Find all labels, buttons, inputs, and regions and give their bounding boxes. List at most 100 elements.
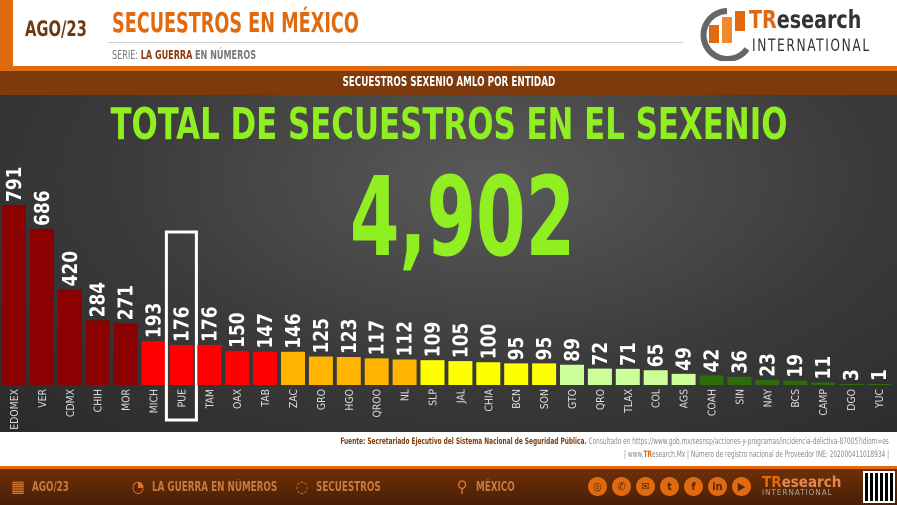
- value-label: 284: [87, 282, 110, 318]
- bar-yuc: [866, 384, 891, 385]
- bar-dgo: [839, 384, 863, 385]
- facebook-icon[interactable]: f: [684, 477, 703, 496]
- chart-area: TOTAL DE SECUESTROS EN EL SEXENIO 4,902 …: [0, 95, 897, 432]
- site-registry: esearch.Mx | Número de registro nacional…: [651, 450, 889, 460]
- value-label: 89: [562, 338, 585, 362]
- bar-chia: [476, 362, 501, 385]
- category-label: GTO: [567, 389, 579, 409]
- header-date: AGO/23: [25, 17, 87, 41]
- qr-code[interactable]: [863, 471, 895, 503]
- category-label: HGO: [344, 389, 356, 411]
- value-label: 1: [869, 369, 892, 381]
- linkedin-icon[interactable]: in: [708, 477, 727, 496]
- value-label: 23: [757, 353, 780, 377]
- total-value: 4,902: [349, 153, 576, 281]
- orange-divider-footer: [0, 466, 897, 469]
- bar-bcs: [783, 380, 808, 385]
- orange-divider: [0, 66, 897, 71]
- highlight-box: [164, 230, 198, 422]
- bar-col: [643, 370, 668, 385]
- value-label: 176: [199, 306, 222, 341]
- category-label: GRO: [316, 389, 328, 410]
- value-label: 117: [366, 320, 389, 355]
- source-label: Fuente: Secretariado Ejecutivo del Siste…: [340, 437, 587, 447]
- bar-slp: [420, 360, 445, 385]
- value-label: 150: [227, 312, 250, 348]
- category-label: EDOMEX: [9, 389, 21, 430]
- whatsapp-icon[interactable]: ✆: [612, 477, 631, 496]
- logo-text: TResearch: [749, 5, 862, 34]
- youtube-icon[interactable]: ▶: [732, 477, 751, 496]
- category-label: JAL: [456, 389, 468, 404]
- series-label: SERIE: LA GUERRA EN NÚMEROS: [112, 48, 256, 62]
- category-label: VER: [37, 389, 49, 408]
- page-title: SECUESTROS EN MÉXICO: [112, 6, 359, 39]
- bar-son: [532, 363, 557, 385]
- value-label: 791: [4, 167, 27, 202]
- email-icon[interactable]: ✉: [636, 477, 655, 496]
- footer-item-date[interactable]: ▦ AGO/23: [8, 477, 81, 497]
- bar-hgo: [336, 357, 361, 385]
- twitter-icon[interactable]: t: [660, 477, 679, 496]
- value-label: 176: [171, 306, 194, 341]
- category-label: CHIH: [93, 389, 105, 412]
- value-label: 271: [115, 285, 138, 320]
- bar-ags: [671, 373, 696, 385]
- footer-item-topic[interactable]: ◌ SECUESTROS: [292, 477, 402, 497]
- bar-edomex: [2, 205, 26, 385]
- category-label: COL: [651, 389, 663, 408]
- category-label: NAY: [763, 388, 775, 407]
- bar-pue: [169, 344, 194, 385]
- category-label: MOR: [121, 389, 133, 411]
- logo-mark-icon: [700, 8, 750, 62]
- bar-bcn: [504, 363, 529, 385]
- category-label: DGO: [846, 389, 858, 411]
- category-label: SIN: [735, 389, 747, 405]
- footer: ▦ AGO/23 ◔ LA GUERRA EN NÚMEROS ◌ SECUES…: [0, 469, 897, 505]
- bar-zac: [281, 351, 305, 385]
- category-label: YUC: [874, 389, 886, 409]
- bar-chart: 791EDOMEX686VER420CDMX284CHIH271MOR193MI…: [2, 167, 892, 430]
- header-accent-bar: [0, 0, 13, 66]
- bar-jal: [448, 361, 473, 385]
- bar-gro: [308, 356, 333, 385]
- footer-logo[interactable]: TResearch INTERNATIONAL: [762, 473, 842, 497]
- category-label: CAMP: [818, 389, 830, 416]
- source-url[interactable]: Consultado en https://www.gob.mx/sesnsp/…: [588, 437, 889, 447]
- bar-camp: [811, 382, 836, 385]
- divider: [108, 42, 683, 43]
- bar-qroo: [364, 358, 389, 385]
- bar-oax: [225, 350, 250, 385]
- globe-icon[interactable]: ◎: [588, 477, 607, 496]
- chat-chart-icon: ◌: [295, 477, 309, 496]
- category-label: CHIA: [484, 389, 496, 412]
- bar-qro: [587, 368, 612, 385]
- category-label: TAM: [205, 389, 217, 409]
- category-label: COAH: [707, 389, 719, 416]
- category-label: QRO: [595, 389, 607, 410]
- map-pin-icon: ⚲: [456, 477, 468, 496]
- value-label: 147: [255, 313, 278, 348]
- value-label: 193: [143, 303, 166, 338]
- site-prefix: | www.: [623, 450, 644, 460]
- bar-tab: [253, 351, 278, 385]
- value-label: 112: [394, 321, 417, 356]
- headline: TOTAL DE SECUESTROS EN EL SEXENIO: [110, 99, 787, 150]
- value-label: 72: [590, 342, 613, 366]
- value-label: 146: [283, 313, 306, 348]
- tresearch-logo[interactable]: TResearch INTERNATIONAL: [697, 5, 887, 62]
- serie-bold: LA GUERRA: [140, 48, 193, 62]
- value-label: 36: [729, 350, 752, 374]
- source-note: Fuente: Secretariado Ejecutivo del Siste…: [0, 432, 897, 466]
- value-label: 109: [422, 322, 445, 357]
- value-label: 42: [701, 349, 724, 373]
- chart-doc-icon: ◔: [131, 477, 145, 496]
- footer-item-serie[interactable]: ◔ LA GUERRA EN NÚMEROS: [128, 477, 319, 497]
- calendar-icon: ▦: [11, 477, 25, 496]
- footer-item-country[interactable]: ⚲ MÉXICO: [452, 477, 528, 497]
- bar-mor: [113, 323, 138, 385]
- category-label: CDMX: [65, 389, 77, 417]
- site-tr: TR: [643, 450, 652, 460]
- value-label: 95: [506, 337, 529, 361]
- chart-band-title: SECUESTROS SEXENIO AMLO POR ENTIDAD: [0, 71, 897, 95]
